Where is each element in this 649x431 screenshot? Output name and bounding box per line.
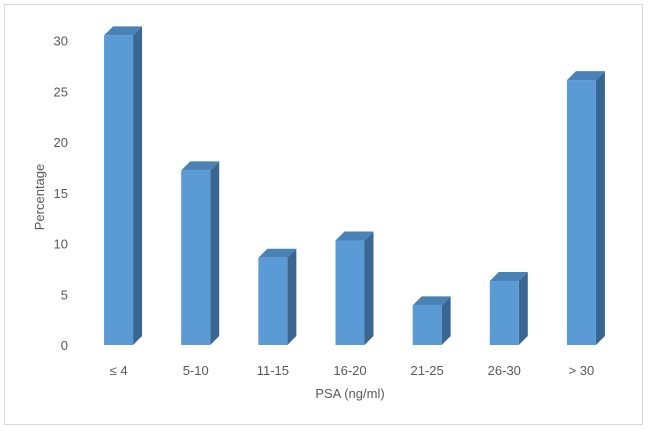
bar-side-4 — [441, 296, 451, 345]
bar-top-3 — [335, 231, 374, 241]
x-tick-label-1: 5-10 — [183, 363, 209, 378]
bar-2 — [258, 248, 297, 345]
y-axis-ticks: 0 5 10 15 20 25 30 — [54, 34, 68, 354]
bar-side-2 — [287, 248, 297, 345]
bar-front-3 — [335, 240, 365, 345]
bar-top-6 — [566, 71, 605, 81]
x-axis-title: PSA (ng/ml) — [315, 386, 384, 401]
bar-side-3 — [364, 231, 374, 345]
bar-4 — [412, 296, 451, 345]
bar-side-6 — [595, 71, 605, 346]
y-tick-label-6: 30 — [54, 34, 68, 49]
bar-top-0 — [104, 26, 143, 36]
x-tick-label-6: > 30 — [569, 363, 595, 378]
x-tick-label-5: 26-30 — [488, 363, 521, 378]
bar-front-0 — [104, 35, 134, 346]
bar-1 — [181, 161, 220, 345]
bar-side-1 — [210, 161, 220, 345]
y-tick-label-2: 10 — [54, 237, 68, 252]
x-tick-label-4: 21-25 — [411, 363, 444, 378]
bar-top-2 — [258, 248, 297, 258]
y-tick-label-5: 25 — [54, 84, 68, 99]
bar-side-5 — [518, 272, 528, 345]
bar-6 — [566, 71, 605, 346]
x-axis-ticks: ≤ 4 5-10 11-15 16-20 21-25 26-30 > 30 — [110, 363, 595, 378]
bar-front-4 — [412, 305, 442, 345]
y-tick-label-1: 5 — [61, 287, 68, 302]
y-tick-label-4: 20 — [54, 135, 68, 150]
bar-3 — [335, 231, 374, 345]
bar-top-5 — [489, 272, 528, 282]
bar-front-1 — [181, 170, 211, 345]
y-tick-label-0: 0 — [61, 338, 68, 353]
x-tick-label-3: 16-20 — [333, 363, 366, 378]
bar-top-1 — [181, 161, 220, 171]
bar-front-6 — [566, 80, 596, 346]
x-tick-label-2: 11-15 — [257, 363, 289, 378]
bar-side-0 — [133, 26, 143, 346]
x-tick-label-0: ≤ 4 — [110, 363, 128, 378]
bar-front-5 — [489, 281, 519, 345]
bar-0 — [104, 26, 143, 346]
bar-5 — [489, 272, 528, 345]
bar-top-4 — [412, 296, 451, 306]
bar-front-2 — [258, 257, 288, 345]
bars — [104, 26, 605, 346]
y-tick-label-3: 15 — [54, 186, 68, 201]
y-axis-title: Percentage — [32, 164, 47, 231]
